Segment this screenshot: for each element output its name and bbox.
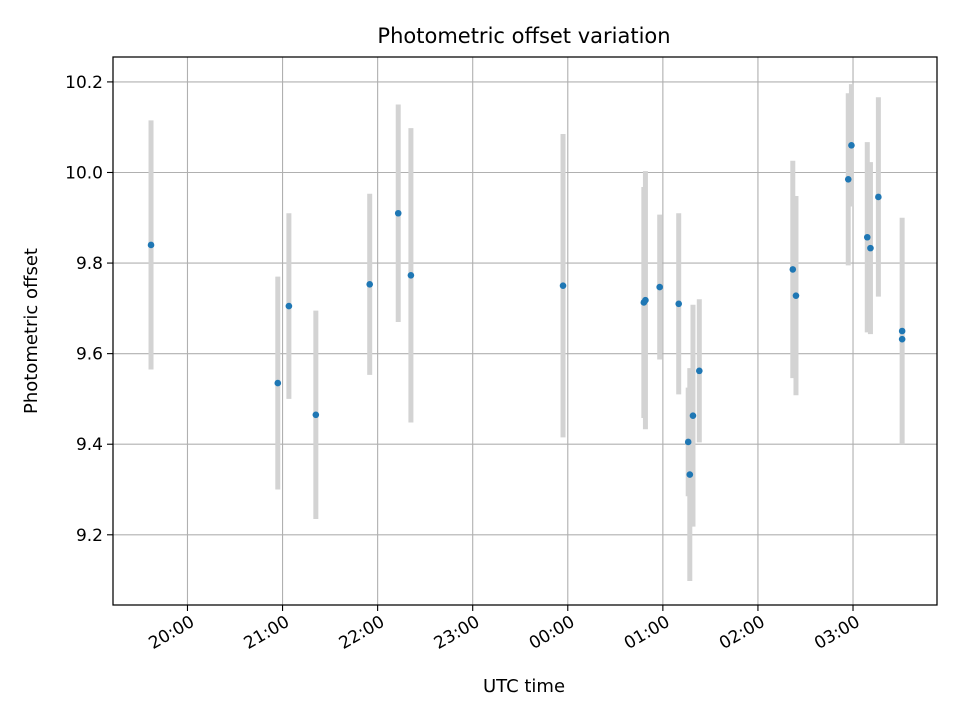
data-point [285, 302, 293, 310]
x-tick-label: 01:00 [621, 612, 673, 654]
data-point [312, 411, 320, 419]
y-tick-label: 9.4 [76, 435, 103, 455]
errorbars [148, 84, 905, 581]
data-point [792, 292, 800, 299]
data-point [559, 282, 567, 290]
data-point [867, 244, 874, 252]
y-tick-label: 9.2 [76, 526, 103, 546]
data-point [366, 281, 374, 288]
y-tick-label: 10.0 [65, 163, 103, 183]
x-tick-label: 22:00 [336, 612, 388, 654]
data-point [696, 367, 703, 375]
data-point [684, 438, 692, 446]
grid [113, 57, 937, 605]
data-point [675, 300, 683, 308]
y-axis-label: Photometric offset [21, 248, 42, 414]
x-tick-label: 02:00 [716, 612, 768, 654]
data-point [898, 335, 906, 343]
chart-title: Photometric offset variation [377, 24, 670, 48]
data-point [689, 412, 697, 419]
data-point [642, 296, 649, 304]
x-tick-label: 03:00 [811, 612, 863, 654]
data-point [407, 271, 415, 279]
y-tick-label: 9.8 [76, 254, 103, 274]
data-point [875, 193, 882, 201]
data-point [789, 266, 797, 273]
y-tick-label: 9.6 [76, 345, 103, 365]
x-ticks: 20:00 21:00 22:00 23:00 00:00 01:00 02:00 03:00 [146, 605, 864, 654]
data-point [274, 379, 282, 387]
data-point [844, 175, 852, 183]
data-point [147, 241, 155, 249]
data-point [863, 233, 871, 241]
data-point [898, 327, 906, 335]
x-tick-label: 20:00 [146, 612, 198, 654]
x-axis-label: UTC time [483, 676, 565, 697]
x-tick-label: 00:00 [526, 612, 578, 654]
x-tick-label: 21:00 [241, 612, 293, 654]
y-tick-label: 10.2 [65, 73, 103, 93]
data-point [656, 283, 663, 291]
data-points [147, 142, 906, 478]
data-point [394, 209, 402, 217]
data-point [848, 142, 855, 149]
plot-frame [112, 56, 938, 606]
x-tick-label: 23:00 [431, 612, 483, 654]
y-ticks: 9.2 9.4 9.6 9.8 10.0 10.2 [65, 73, 113, 546]
data-point [686, 471, 694, 478]
